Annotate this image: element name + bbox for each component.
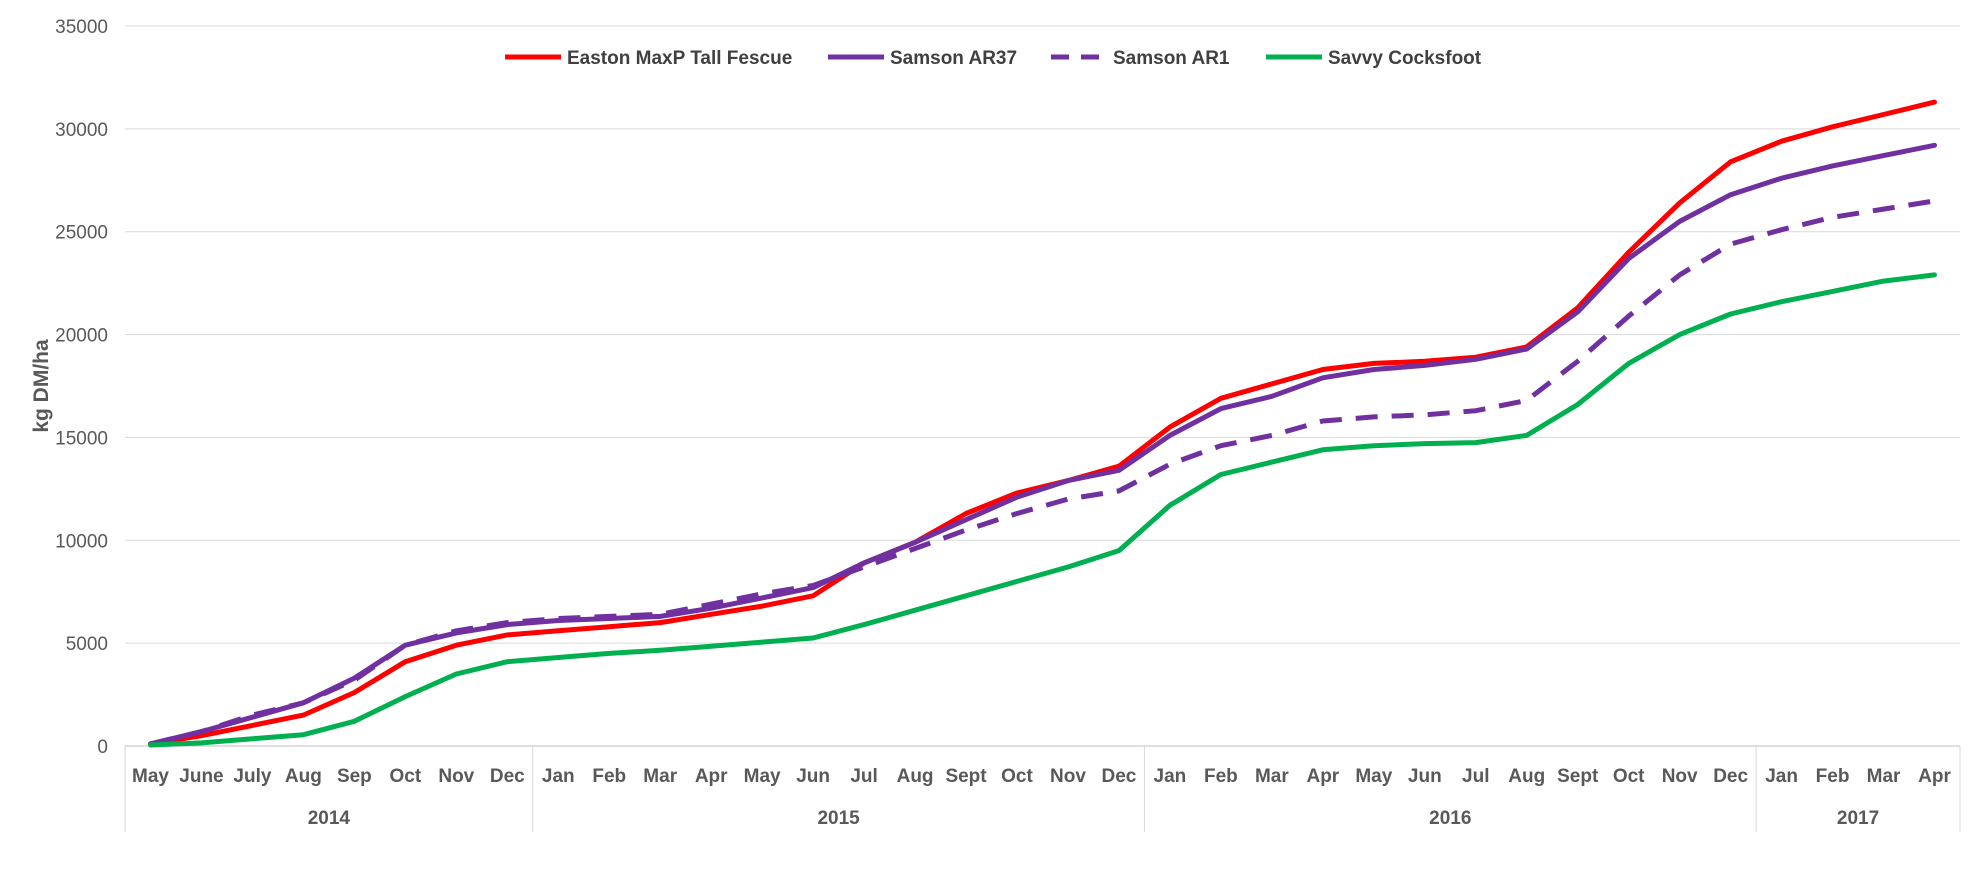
x-tick-label: Aug (1508, 766, 1545, 787)
x-tick-label: Nov (438, 766, 474, 787)
x-tick-label: Sep (337, 766, 372, 787)
x-tick-label: Jul (850, 766, 877, 787)
x-tick-label: Mar (1867, 766, 1901, 787)
year-group-label: 2014 (308, 808, 351, 829)
x-tick-label: Dec (1713, 766, 1748, 787)
x-axis: May June July Aug Sep Oct Nov Dec Jan Feb Mar Apr Ma… (124, 746, 1961, 832)
y-tick-label: 35000 (55, 17, 108, 38)
x-tick-label: Mar (643, 766, 677, 787)
y-tick-label: 25000 (55, 223, 108, 244)
x-tick-label: Oct (1613, 766, 1645, 787)
series-lines (148, 99, 1937, 748)
y-axis-ticks: 0 5000 10000 15000 20000 25000 30000 35000 (55, 17, 108, 758)
year-group-label: 2017 (1837, 808, 1879, 829)
x-tick-label: Nov (1662, 766, 1698, 787)
y-axis-label: kg DM/ha (30, 339, 53, 433)
y-tick-label: 10000 (55, 531, 108, 552)
series-line-1 (148, 142, 1937, 747)
x-tick-label: Jul (1462, 766, 1489, 787)
x-tick-label: Feb (1816, 766, 1850, 787)
year-group-label: 2015 (817, 808, 860, 829)
x-tick-label: Jan (1765, 766, 1798, 787)
y-tick-label: 5000 (66, 634, 108, 655)
x-tick-label: Feb (1204, 766, 1238, 787)
x-tick-label: Apr (695, 766, 728, 787)
y-tick-label: 15000 (55, 428, 108, 449)
x-tick-label: Sept (1557, 766, 1599, 787)
legend-label: Samson AR37 (890, 48, 1017, 69)
x-tick-label: Jun (1408, 766, 1442, 787)
y-tick-label: 30000 (55, 120, 108, 141)
x-tick-label: Aug (897, 766, 934, 787)
series-line-0 (148, 99, 1937, 747)
x-tick-label: Jan (1154, 766, 1187, 787)
legend-label: Samson AR1 (1113, 48, 1230, 69)
x-tick-label: Apr (1306, 766, 1339, 787)
x-tick-label: Dec (490, 766, 525, 787)
x-tick-label: Nov (1050, 766, 1086, 787)
x-tick-label: Sept (945, 766, 987, 787)
x-tick-label: Oct (1001, 766, 1033, 787)
series-line-3 (148, 272, 1937, 748)
x-tick-label: June (179, 766, 223, 787)
legend-label: Easton MaxP Tall Fescue (567, 48, 792, 69)
x-tick-label: Aug (285, 766, 322, 787)
x-tick-label: Dec (1102, 766, 1137, 787)
series-line-2 (149, 198, 1935, 747)
y-tick-label: 0 (97, 737, 108, 758)
x-tick-label: May (744, 766, 781, 787)
year-group-label: 2016 (1429, 808, 1471, 829)
x-tick-label: July (233, 766, 271, 787)
gridlines (125, 25, 1960, 747)
x-tick-label: Apr (1918, 766, 1951, 787)
x-tick-label: Mar (1255, 766, 1289, 787)
y-tick-label: 20000 (55, 326, 108, 347)
x-tick-label: Jun (796, 766, 830, 787)
x-tick-label: Jan (542, 766, 575, 787)
x-tick-label: Feb (592, 766, 626, 787)
x-tick-label: Oct (390, 766, 422, 787)
legend-label: Savvy Cocksfoot (1328, 48, 1482, 69)
x-tick-label: May (132, 766, 169, 787)
x-tick-label: May (1355, 766, 1392, 787)
legend: Easton MaxP Tall Fescue Samson AR37 Samson… (505, 48, 1482, 69)
